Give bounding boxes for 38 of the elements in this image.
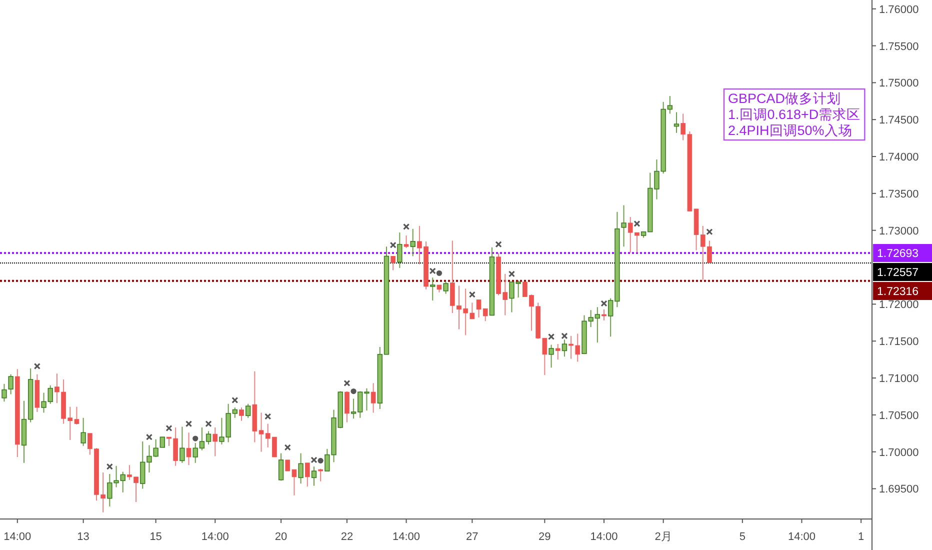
point xyxy=(350,388,356,394)
x-tick-label: 2月 xyxy=(654,531,672,543)
x-tick-label: 27 xyxy=(466,531,478,543)
y-tick-label: 1.70000 xyxy=(879,446,919,459)
y-tick-label: 1.74500 xyxy=(879,114,919,127)
annotation: GBPCAD做多计划 1.回调0.618+D需求区 2.4PIH回调50%入场 xyxy=(723,88,866,141)
x-tick-label: 13 xyxy=(77,531,90,543)
y-tick-label: 1.75000 xyxy=(879,78,919,90)
x-tick-label: 14:00 xyxy=(788,531,816,543)
ref-label: 1.72693 xyxy=(873,244,932,262)
y-tick-label: 1.71500 xyxy=(879,336,919,348)
y-tick-label: 1.73000 xyxy=(879,225,919,238)
x-tick-label: 14:00 xyxy=(590,531,618,543)
ref-line-label: 1.72693 xyxy=(877,248,919,260)
x-tick-label: 5 xyxy=(739,531,746,543)
x-tick-label: 29 xyxy=(538,531,551,543)
y-tick-label: 1.73500 xyxy=(879,188,919,200)
x-tick-label: 1 xyxy=(858,531,864,543)
ref-label: 1.72557 xyxy=(873,263,932,281)
ref-line-label: 1.72316 xyxy=(877,286,919,298)
x-tick-label: 15 xyxy=(150,531,162,543)
point xyxy=(318,458,324,464)
y-tick-label: 1.69500 xyxy=(879,484,919,496)
x-tick-label: 14:00 xyxy=(392,531,420,543)
y-tick-label: 1.70500 xyxy=(879,410,919,422)
y-tick-label: 1.75500 xyxy=(879,40,919,53)
y-tick-label: 1.76000 xyxy=(879,4,919,16)
y-tick-label: 1.72000 xyxy=(879,299,919,312)
x-tick-label: 22 xyxy=(340,531,354,543)
ref-line-label: 1.72557 xyxy=(877,267,919,280)
x-tick-label: 20 xyxy=(274,531,288,543)
y-tick-label: 1.74000 xyxy=(879,152,919,164)
y-tick-label: 1.71000 xyxy=(879,372,919,385)
x-tick-label: 14:00 xyxy=(201,531,229,543)
ref-label: 1.72316 xyxy=(873,282,932,300)
point xyxy=(192,436,198,442)
point xyxy=(436,270,442,276)
x-tick-label: 14:00 xyxy=(4,531,32,543)
